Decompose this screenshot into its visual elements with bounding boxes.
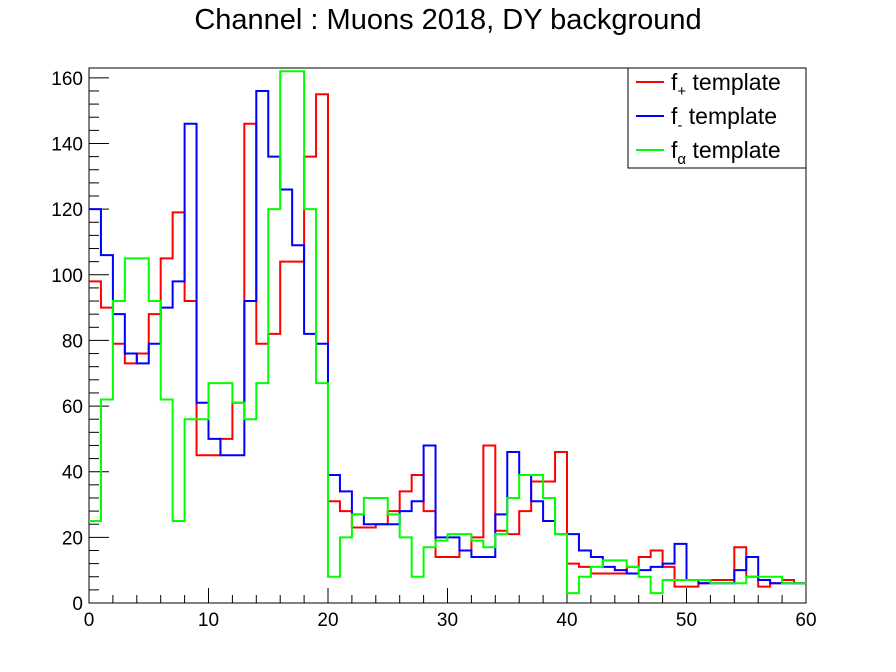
- legend-label: fα template: [671, 137, 781, 168]
- x-tick-label: 30: [437, 610, 458, 631]
- x-tick-label: 40: [556, 610, 577, 631]
- y-tick-label: 100: [51, 266, 83, 287]
- legend-box: [627, 67, 807, 169]
- y-tick-label: 0: [72, 594, 83, 615]
- y-tick-label: 60: [62, 397, 83, 418]
- legend-label: f- template: [671, 103, 777, 134]
- y-tick-label: 40: [62, 463, 83, 484]
- chart-title: Channel : Muons 2018, DY background: [194, 4, 702, 36]
- series-line-f-template: [89, 93, 806, 588]
- y-tick-label: 140: [51, 134, 83, 155]
- axes: 0 10 20 30 40 50 60 0 20 40 60 80 100 120 140 160: [51, 69, 816, 631]
- series-line-f-template: [89, 70, 806, 595]
- y-tick-label: 80: [62, 331, 83, 352]
- y-tick-label: 120: [51, 200, 83, 221]
- legend-label: f+ template: [671, 69, 781, 100]
- x-tick-label: 10: [198, 610, 219, 631]
- x-tick-label: 60: [795, 610, 816, 631]
- y-tick-label: 160: [51, 69, 83, 90]
- x-tick-label: 0: [84, 610, 95, 631]
- series-line-f-template: [89, 89, 806, 585]
- series-lines: [89, 70, 806, 595]
- x-tick-label: 20: [317, 610, 338, 631]
- y-tick-label: 20: [62, 528, 83, 549]
- x-tick-label: 50: [676, 610, 697, 631]
